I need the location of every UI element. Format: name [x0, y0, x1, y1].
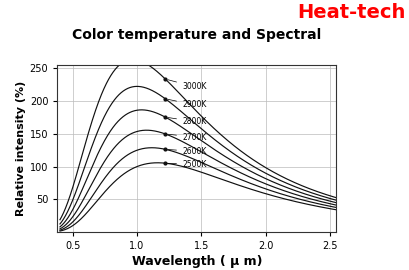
Text: Heat-tech: Heat-tech: [297, 3, 405, 22]
Text: 2500K: 2500K: [168, 160, 206, 169]
X-axis label: Wavelength ( μ m): Wavelength ( μ m): [131, 255, 261, 268]
Text: Color temperature and Spectral: Color temperature and Spectral: [72, 28, 321, 42]
Text: 2600K: 2600K: [168, 147, 206, 156]
Y-axis label: Relative intensity (%): Relative intensity (%): [16, 81, 25, 216]
Text: 2700K: 2700K: [168, 133, 206, 141]
Text: 2900K: 2900K: [168, 99, 206, 109]
Text: 2800K: 2800K: [168, 117, 206, 126]
Text: 3000K: 3000K: [168, 80, 206, 91]
